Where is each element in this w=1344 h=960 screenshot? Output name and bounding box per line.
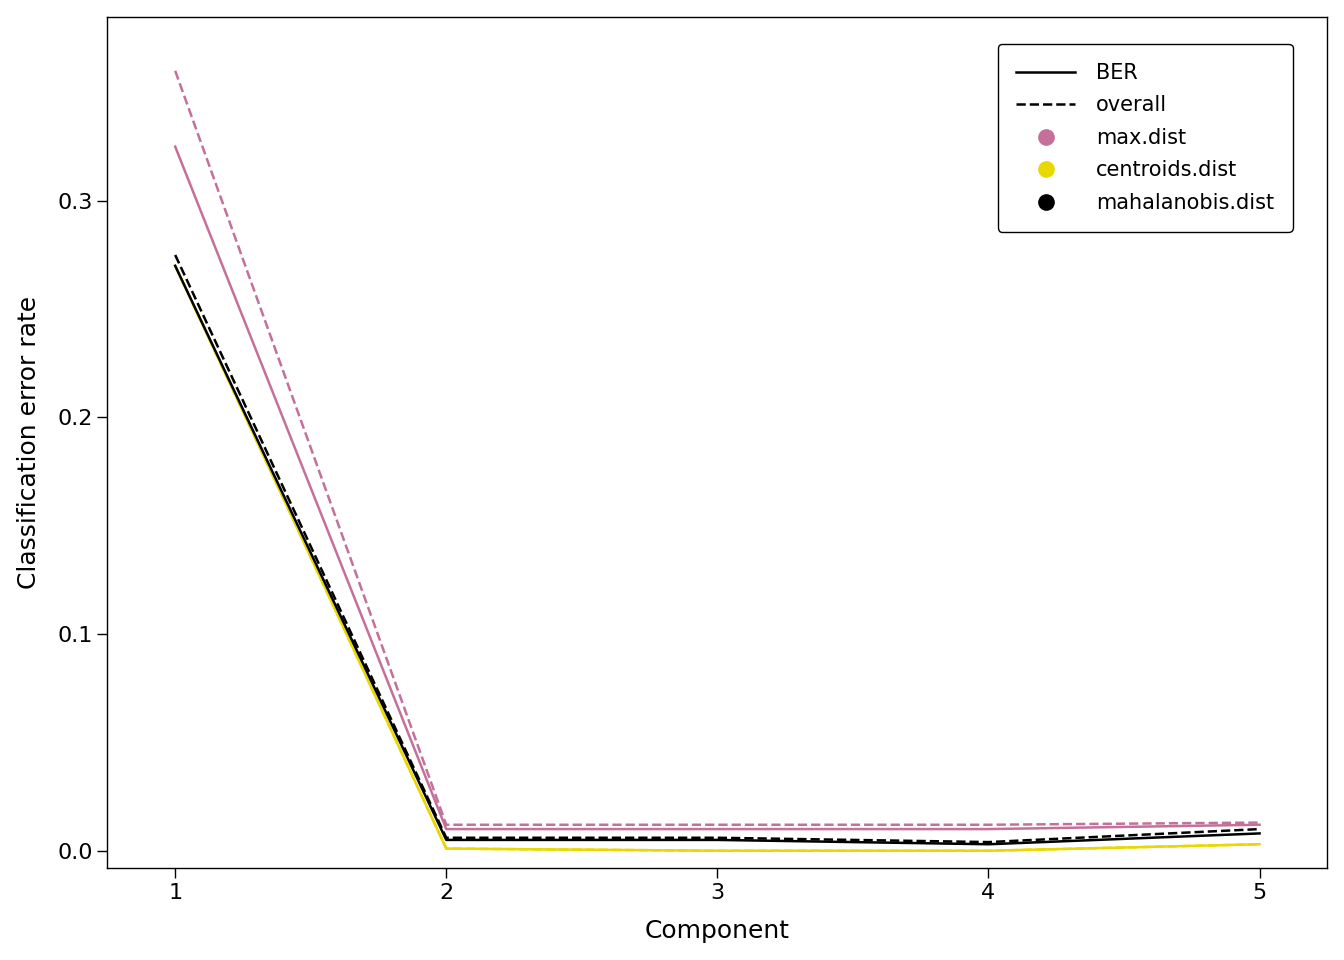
Legend: BER, overall, max.dist, centroids.dist, mahalanobis.dist: BER, overall, max.dist, centroids.dist, … — [997, 44, 1293, 231]
X-axis label: Component: Component — [645, 920, 790, 944]
Y-axis label: Classification error rate: Classification error rate — [16, 296, 40, 588]
